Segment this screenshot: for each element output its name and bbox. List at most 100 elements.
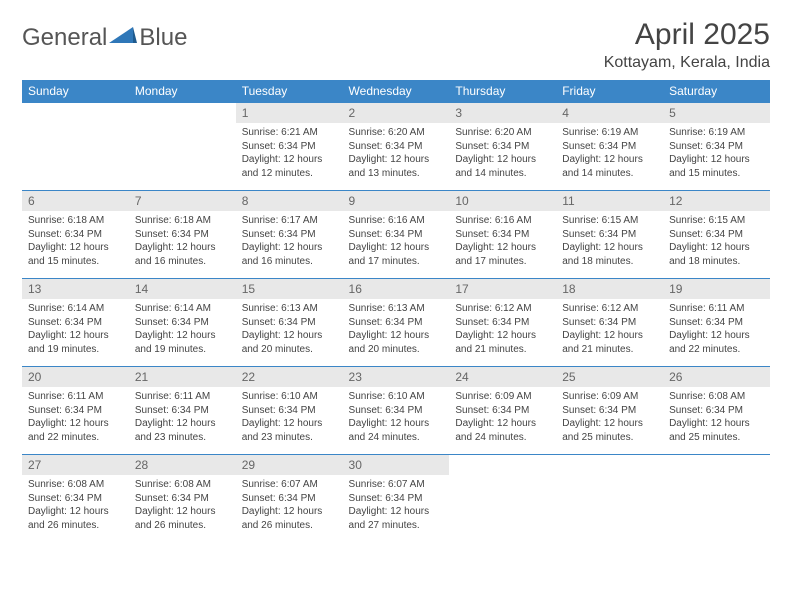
sunset-text: Sunset: 6:34 PM bbox=[562, 140, 657, 154]
day-number: 19 bbox=[663, 279, 770, 299]
calendar-cell: 4Sunrise: 6:19 AMSunset: 6:34 PMDaylight… bbox=[556, 103, 663, 191]
sunrise-text: Sunrise: 6:10 AM bbox=[349, 390, 444, 404]
sunrise-text: Sunrise: 6:20 AM bbox=[349, 126, 444, 140]
day-number: 18 bbox=[556, 279, 663, 299]
sunset-text: Sunset: 6:34 PM bbox=[562, 404, 657, 418]
calendar-cell: 8Sunrise: 6:17 AMSunset: 6:34 PMDaylight… bbox=[236, 191, 343, 279]
day-number: 23 bbox=[343, 367, 450, 387]
day-number bbox=[449, 455, 556, 475]
day-details: Sunrise: 6:21 AMSunset: 6:34 PMDaylight:… bbox=[236, 123, 343, 186]
sunset-text: Sunset: 6:34 PM bbox=[455, 316, 550, 330]
day-details: Sunrise: 6:17 AMSunset: 6:34 PMDaylight:… bbox=[236, 211, 343, 274]
day-details: Sunrise: 6:08 AMSunset: 6:34 PMDaylight:… bbox=[663, 387, 770, 450]
day-details: Sunrise: 6:07 AMSunset: 6:34 PMDaylight:… bbox=[236, 475, 343, 538]
daylight-text: Daylight: 12 hours and 26 minutes. bbox=[28, 505, 123, 532]
sunset-text: Sunset: 6:34 PM bbox=[349, 140, 444, 154]
sunrise-text: Sunrise: 6:08 AM bbox=[28, 478, 123, 492]
calendar-cell: 24Sunrise: 6:09 AMSunset: 6:34 PMDayligh… bbox=[449, 367, 556, 455]
day-details: Sunrise: 6:18 AMSunset: 6:34 PMDaylight:… bbox=[22, 211, 129, 274]
day-number: 8 bbox=[236, 191, 343, 211]
daylight-text: Daylight: 12 hours and 24 minutes. bbox=[349, 417, 444, 444]
daylight-text: Daylight: 12 hours and 23 minutes. bbox=[135, 417, 230, 444]
day-number: 6 bbox=[22, 191, 129, 211]
calendar-cell: 13Sunrise: 6:14 AMSunset: 6:34 PMDayligh… bbox=[22, 279, 129, 367]
day-details: Sunrise: 6:20 AMSunset: 6:34 PMDaylight:… bbox=[449, 123, 556, 186]
sunset-text: Sunset: 6:34 PM bbox=[28, 492, 123, 506]
daylight-text: Daylight: 12 hours and 12 minutes. bbox=[242, 153, 337, 180]
daylight-text: Daylight: 12 hours and 25 minutes. bbox=[669, 417, 764, 444]
day-number bbox=[663, 455, 770, 475]
daylight-text: Daylight: 12 hours and 26 minutes. bbox=[135, 505, 230, 532]
calendar-cell: 11Sunrise: 6:15 AMSunset: 6:34 PMDayligh… bbox=[556, 191, 663, 279]
day-number: 11 bbox=[556, 191, 663, 211]
day-number: 3 bbox=[449, 103, 556, 123]
logo-text-2: Blue bbox=[139, 24, 187, 52]
sunrise-text: Sunrise: 6:18 AM bbox=[28, 214, 123, 228]
weekday-header: Sunday bbox=[22, 80, 129, 103]
day-number: 13 bbox=[22, 279, 129, 299]
day-number: 30 bbox=[343, 455, 450, 475]
calendar-cell: 3Sunrise: 6:20 AMSunset: 6:34 PMDaylight… bbox=[449, 103, 556, 191]
logo-triangle-icon bbox=[109, 24, 137, 52]
sunset-text: Sunset: 6:34 PM bbox=[349, 316, 444, 330]
sunset-text: Sunset: 6:34 PM bbox=[242, 228, 337, 242]
day-details: Sunrise: 6:12 AMSunset: 6:34 PMDaylight:… bbox=[556, 299, 663, 362]
day-number: 28 bbox=[129, 455, 236, 475]
day-details: Sunrise: 6:08 AMSunset: 6:34 PMDaylight:… bbox=[129, 475, 236, 538]
day-details: Sunrise: 6:15 AMSunset: 6:34 PMDaylight:… bbox=[556, 211, 663, 274]
sunset-text: Sunset: 6:34 PM bbox=[349, 492, 444, 506]
sunrise-text: Sunrise: 6:16 AM bbox=[455, 214, 550, 228]
day-details: Sunrise: 6:19 AMSunset: 6:34 PMDaylight:… bbox=[556, 123, 663, 186]
daylight-text: Daylight: 12 hours and 19 minutes. bbox=[135, 329, 230, 356]
title-block: April 2025 Kottayam, Kerala, India bbox=[604, 18, 770, 72]
daylight-text: Daylight: 12 hours and 19 minutes. bbox=[28, 329, 123, 356]
sunrise-text: Sunrise: 6:13 AM bbox=[349, 302, 444, 316]
sunset-text: Sunset: 6:34 PM bbox=[28, 316, 123, 330]
calendar-cell: 17Sunrise: 6:12 AMSunset: 6:34 PMDayligh… bbox=[449, 279, 556, 367]
calendar-cell bbox=[663, 455, 770, 543]
day-number: 12 bbox=[663, 191, 770, 211]
sunrise-text: Sunrise: 6:21 AM bbox=[242, 126, 337, 140]
sunset-text: Sunset: 6:34 PM bbox=[669, 404, 764, 418]
sunrise-text: Sunrise: 6:17 AM bbox=[242, 214, 337, 228]
sunset-text: Sunset: 6:34 PM bbox=[562, 228, 657, 242]
daylight-text: Daylight: 12 hours and 20 minutes. bbox=[349, 329, 444, 356]
day-details: Sunrise: 6:12 AMSunset: 6:34 PMDaylight:… bbox=[449, 299, 556, 362]
calendar-cell: 7Sunrise: 6:18 AMSunset: 6:34 PMDaylight… bbox=[129, 191, 236, 279]
sunset-text: Sunset: 6:34 PM bbox=[455, 228, 550, 242]
sunrise-text: Sunrise: 6:09 AM bbox=[455, 390, 550, 404]
daylight-text: Daylight: 12 hours and 22 minutes. bbox=[669, 329, 764, 356]
day-details: Sunrise: 6:11 AMSunset: 6:34 PMDaylight:… bbox=[129, 387, 236, 450]
sunset-text: Sunset: 6:34 PM bbox=[242, 492, 337, 506]
header: General Blue April 2025 Kottayam, Kerala… bbox=[22, 18, 770, 72]
day-number: 29 bbox=[236, 455, 343, 475]
daylight-text: Daylight: 12 hours and 18 minutes. bbox=[669, 241, 764, 268]
day-number: 5 bbox=[663, 103, 770, 123]
daylight-text: Daylight: 12 hours and 15 minutes. bbox=[669, 153, 764, 180]
daylight-text: Daylight: 12 hours and 20 minutes. bbox=[242, 329, 337, 356]
day-number: 26 bbox=[663, 367, 770, 387]
day-details: Sunrise: 6:11 AMSunset: 6:34 PMDaylight:… bbox=[22, 387, 129, 450]
daylight-text: Daylight: 12 hours and 17 minutes. bbox=[349, 241, 444, 268]
day-details: Sunrise: 6:13 AMSunset: 6:34 PMDaylight:… bbox=[343, 299, 450, 362]
daylight-text: Daylight: 12 hours and 24 minutes. bbox=[455, 417, 550, 444]
daylight-text: Daylight: 12 hours and 14 minutes. bbox=[455, 153, 550, 180]
day-number: 22 bbox=[236, 367, 343, 387]
daylight-text: Daylight: 12 hours and 16 minutes. bbox=[135, 241, 230, 268]
day-details: Sunrise: 6:09 AMSunset: 6:34 PMDaylight:… bbox=[449, 387, 556, 450]
calendar-cell bbox=[449, 455, 556, 543]
calendar-row: 27Sunrise: 6:08 AMSunset: 6:34 PMDayligh… bbox=[22, 455, 770, 543]
weekday-header: Thursday bbox=[449, 80, 556, 103]
day-details: Sunrise: 6:15 AMSunset: 6:34 PMDaylight:… bbox=[663, 211, 770, 274]
calendar-cell: 16Sunrise: 6:13 AMSunset: 6:34 PMDayligh… bbox=[343, 279, 450, 367]
calendar-cell: 10Sunrise: 6:16 AMSunset: 6:34 PMDayligh… bbox=[449, 191, 556, 279]
sunset-text: Sunset: 6:34 PM bbox=[349, 228, 444, 242]
sunset-text: Sunset: 6:34 PM bbox=[242, 404, 337, 418]
day-number: 17 bbox=[449, 279, 556, 299]
calendar-cell: 29Sunrise: 6:07 AMSunset: 6:34 PMDayligh… bbox=[236, 455, 343, 543]
weekday-header: Friday bbox=[556, 80, 663, 103]
sunset-text: Sunset: 6:34 PM bbox=[455, 140, 550, 154]
sunrise-text: Sunrise: 6:07 AM bbox=[349, 478, 444, 492]
day-details: Sunrise: 6:08 AMSunset: 6:34 PMDaylight:… bbox=[22, 475, 129, 538]
daylight-text: Daylight: 12 hours and 18 minutes. bbox=[562, 241, 657, 268]
